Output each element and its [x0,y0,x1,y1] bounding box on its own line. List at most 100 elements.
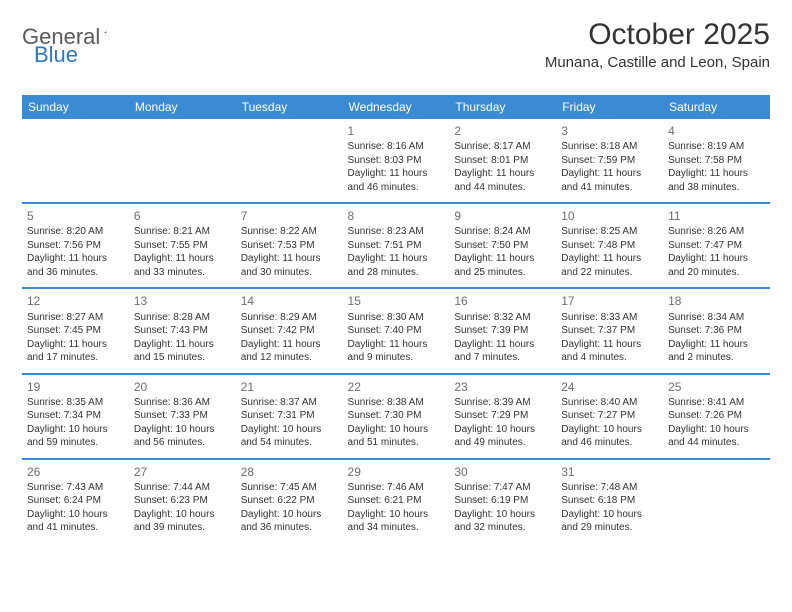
sunset-line: Sunset: 8:03 PM [348,154,445,168]
header-row: General October 2025 Munana, Castille an… [22,18,770,71]
calendar-day-cell: 10Sunrise: 8:25 AMSunset: 7:48 PMDayligh… [556,203,663,288]
day-number: 12 [27,293,124,309]
daylight-line: Daylight: 10 hours and 44 minutes. [668,423,765,450]
day-number: 23 [454,379,551,395]
day-number: 25 [668,379,765,395]
sunrise-line: Sunrise: 8:21 AM [134,225,231,239]
day-number: 29 [348,464,445,480]
sunset-line: Sunset: 7:56 PM [27,239,124,253]
calendar-day-cell: 1Sunrise: 8:16 AMSunset: 8:03 PMDaylight… [343,119,450,203]
day-number: 15 [348,293,445,309]
sunrise-line: Sunrise: 7:43 AM [27,481,124,495]
day-number: 10 [561,208,658,224]
daylight-line: Daylight: 10 hours and 36 minutes. [241,508,338,535]
sunrise-line: Sunrise: 7:48 AM [561,481,658,495]
weekday-header: Wednesday [343,95,450,119]
day-number: 16 [454,293,551,309]
daylight-line: Daylight: 11 hours and 38 minutes. [668,167,765,194]
weekday-header: Thursday [449,95,556,119]
sunrise-line: Sunrise: 8:37 AM [241,396,338,410]
day-number: 14 [241,293,338,309]
day-number: 11 [668,208,765,224]
sunset-line: Sunset: 7:29 PM [454,409,551,423]
day-number: 31 [561,464,658,480]
calendar-body: 1Sunrise: 8:16 AMSunset: 8:03 PMDaylight… [22,119,770,543]
weekday-header-row: SundayMondayTuesdayWednesdayThursdayFrid… [22,95,770,119]
sunrise-line: Sunrise: 8:27 AM [27,311,124,325]
title-block: October 2025 Munana, Castille and Leon, … [545,18,770,71]
day-number: 24 [561,379,658,395]
sunrise-line: Sunrise: 8:23 AM [348,225,445,239]
sunset-line: Sunset: 7:47 PM [668,239,765,253]
sunset-line: Sunset: 7:48 PM [561,239,658,253]
sunrise-line: Sunrise: 7:46 AM [348,481,445,495]
day-number: 4 [668,123,765,139]
calendar-day-cell: 21Sunrise: 8:37 AMSunset: 7:31 PMDayligh… [236,374,343,459]
calendar-day-cell: 23Sunrise: 8:39 AMSunset: 7:29 PMDayligh… [449,374,556,459]
calendar-day-cell: 11Sunrise: 8:26 AMSunset: 7:47 PMDayligh… [663,203,770,288]
daylight-line: Daylight: 10 hours and 51 minutes. [348,423,445,450]
daylight-line: Daylight: 10 hours and 29 minutes. [561,508,658,535]
calendar-day-cell: 6Sunrise: 8:21 AMSunset: 7:55 PMDaylight… [129,203,236,288]
sunset-line: Sunset: 6:21 PM [348,494,445,508]
sunset-line: Sunset: 7:51 PM [348,239,445,253]
sunrise-line: Sunrise: 8:40 AM [561,396,658,410]
calendar-day-cell: 18Sunrise: 8:34 AMSunset: 7:36 PMDayligh… [663,288,770,373]
calendar-day-cell: 30Sunrise: 7:47 AMSunset: 6:19 PMDayligh… [449,459,556,543]
sunrise-line: Sunrise: 8:28 AM [134,311,231,325]
sunset-line: Sunset: 7:26 PM [668,409,765,423]
calendar-day-cell: 3Sunrise: 8:18 AMSunset: 7:59 PMDaylight… [556,119,663,203]
day-number: 27 [134,464,231,480]
daylight-line: Daylight: 11 hours and 44 minutes. [454,167,551,194]
sunrise-line: Sunrise: 8:22 AM [241,225,338,239]
daylight-line: Daylight: 10 hours and 59 minutes. [27,423,124,450]
daylight-line: Daylight: 11 hours and 4 minutes. [561,338,658,365]
sunset-line: Sunset: 7:59 PM [561,154,658,168]
daylight-line: Daylight: 11 hours and 17 minutes. [27,338,124,365]
calendar-day-cell [663,459,770,543]
sunrise-line: Sunrise: 7:44 AM [134,481,231,495]
brand-word-2: Blue [34,42,78,68]
day-number: 19 [27,379,124,395]
sunrise-line: Sunrise: 8:33 AM [561,311,658,325]
sunrise-line: Sunrise: 8:20 AM [27,225,124,239]
calendar-day-cell: 5Sunrise: 8:20 AMSunset: 7:56 PMDaylight… [22,203,129,288]
day-number: 9 [454,208,551,224]
sunset-line: Sunset: 7:40 PM [348,324,445,338]
daylight-line: Daylight: 10 hours and 46 minutes. [561,423,658,450]
sunset-line: Sunset: 7:34 PM [27,409,124,423]
day-number: 1 [348,123,445,139]
sunrise-line: Sunrise: 8:39 AM [454,396,551,410]
sunset-line: Sunset: 7:37 PM [561,324,658,338]
day-number: 2 [454,123,551,139]
sunset-line: Sunset: 7:53 PM [241,239,338,253]
day-number: 7 [241,208,338,224]
sunset-line: Sunset: 7:43 PM [134,324,231,338]
sunrise-line: Sunrise: 8:30 AM [348,311,445,325]
sunset-line: Sunset: 6:18 PM [561,494,658,508]
sunrise-line: Sunrise: 8:41 AM [668,396,765,410]
sunrise-line: Sunrise: 8:19 AM [668,140,765,154]
calendar-table: SundayMondayTuesdayWednesdayThursdayFrid… [22,95,770,543]
calendar-day-cell: 19Sunrise: 8:35 AMSunset: 7:34 PMDayligh… [22,374,129,459]
sunrise-line: Sunrise: 8:29 AM [241,311,338,325]
location-label: Munana, Castille and Leon, Spain [545,54,770,71]
day-number: 28 [241,464,338,480]
day-number: 21 [241,379,338,395]
calendar-day-cell: 25Sunrise: 8:41 AMSunset: 7:26 PMDayligh… [663,374,770,459]
calendar-day-cell: 2Sunrise: 8:17 AMSunset: 8:01 PMDaylight… [449,119,556,203]
calendar-day-cell: 16Sunrise: 8:32 AMSunset: 7:39 PMDayligh… [449,288,556,373]
sunset-line: Sunset: 7:33 PM [134,409,231,423]
day-number: 13 [134,293,231,309]
calendar-day-cell: 7Sunrise: 8:22 AMSunset: 7:53 PMDaylight… [236,203,343,288]
calendar-day-cell [22,119,129,203]
sunset-line: Sunset: 7:39 PM [454,324,551,338]
daylight-line: Daylight: 10 hours and 41 minutes. [27,508,124,535]
sunrise-line: Sunrise: 8:36 AM [134,396,231,410]
daylight-line: Daylight: 11 hours and 20 minutes. [668,252,765,279]
day-number: 22 [348,379,445,395]
calendar-day-cell: 27Sunrise: 7:44 AMSunset: 6:23 PMDayligh… [129,459,236,543]
sunrise-line: Sunrise: 8:17 AM [454,140,551,154]
daylight-line: Daylight: 11 hours and 25 minutes. [454,252,551,279]
daylight-line: Daylight: 10 hours and 56 minutes. [134,423,231,450]
